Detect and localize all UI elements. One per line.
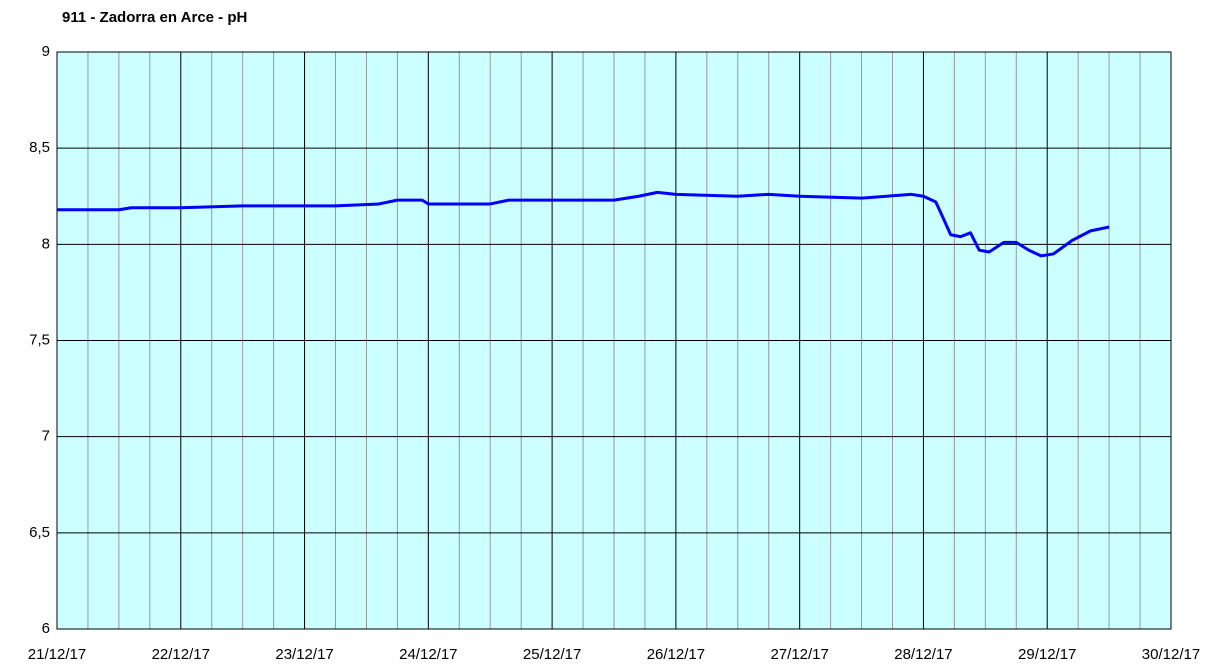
y-tick-label: 7,5 — [29, 331, 50, 348]
x-tick-label: 23/12/17 — [275, 646, 333, 663]
y-tick-label: 8,5 — [29, 139, 50, 156]
y-tick-label: 8 — [42, 235, 50, 252]
x-tick-label: 27/12/17 — [770, 646, 828, 663]
x-tick-label: 21/12/17 — [28, 646, 86, 663]
x-tick-label: 28/12/17 — [894, 646, 952, 663]
x-tick-label: 25/12/17 — [523, 646, 581, 663]
x-tick-label: 24/12/17 — [399, 646, 457, 663]
x-tick-label: 26/12/17 — [647, 646, 705, 663]
x-tick-label: 29/12/17 — [1018, 646, 1076, 663]
y-tick-label: 9 — [42, 43, 50, 60]
y-tick-label: 7 — [42, 428, 50, 445]
y-tick-label: 6 — [42, 620, 50, 637]
y-tick-label: 6,5 — [29, 524, 50, 541]
chart-title: 911 - Zadorra en Arce - pH — [62, 9, 247, 26]
data-line — [57, 190, 1110, 258]
x-tick-label: 30/12/17 — [1142, 646, 1200, 663]
plot-border — [56, 51, 1172, 630]
x-tick-label: 22/12/17 — [152, 646, 210, 663]
